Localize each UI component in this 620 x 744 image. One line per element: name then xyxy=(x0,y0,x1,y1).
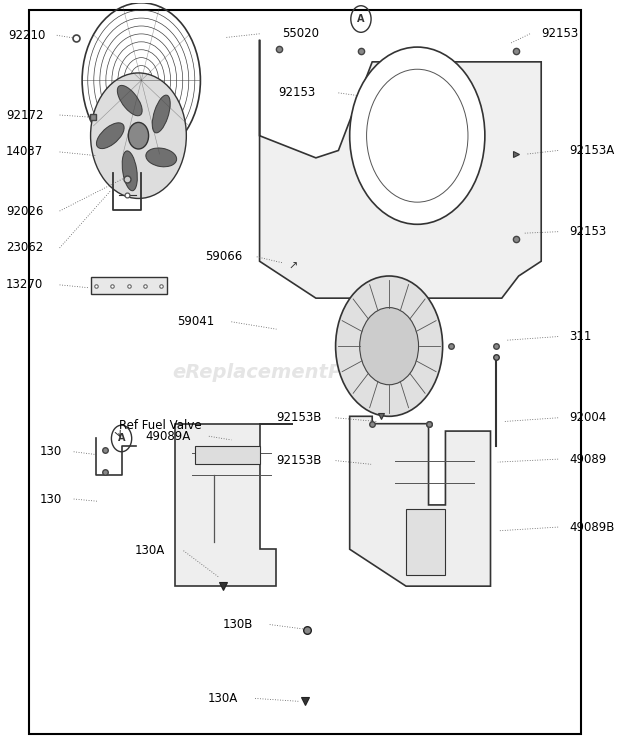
Text: 13270: 13270 xyxy=(6,278,43,292)
Polygon shape xyxy=(175,423,293,586)
Text: 92026: 92026 xyxy=(6,205,43,217)
Text: A: A xyxy=(118,434,125,443)
Polygon shape xyxy=(260,39,541,298)
Circle shape xyxy=(91,73,187,199)
Text: 49089: 49089 xyxy=(569,452,606,466)
Text: eReplacementParts.com: eReplacementParts.com xyxy=(172,362,437,382)
Text: 49089B: 49089B xyxy=(569,521,615,533)
Ellipse shape xyxy=(153,95,171,133)
Text: Ref Fuel Valve: Ref Fuel Valve xyxy=(119,419,202,432)
Text: 23062: 23062 xyxy=(6,242,43,254)
Circle shape xyxy=(128,123,149,149)
Text: ↗: ↗ xyxy=(289,261,298,272)
Text: 311: 311 xyxy=(569,330,591,343)
Circle shape xyxy=(360,307,418,385)
Circle shape xyxy=(350,47,485,224)
Text: 130B: 130B xyxy=(223,618,253,631)
Text: 14037: 14037 xyxy=(6,145,43,158)
Text: 49089A: 49089A xyxy=(146,430,191,443)
Ellipse shape xyxy=(117,86,142,116)
Text: 130A: 130A xyxy=(208,692,238,705)
Text: 92153: 92153 xyxy=(569,225,606,238)
Text: 92172: 92172 xyxy=(6,109,43,121)
Ellipse shape xyxy=(97,123,124,149)
FancyBboxPatch shape xyxy=(195,446,260,464)
Text: 92153B: 92153B xyxy=(276,454,322,467)
Text: 59066: 59066 xyxy=(205,250,242,263)
FancyBboxPatch shape xyxy=(91,278,167,294)
Circle shape xyxy=(335,276,443,417)
Text: 92153: 92153 xyxy=(541,28,578,40)
Text: 130: 130 xyxy=(40,445,63,458)
FancyBboxPatch shape xyxy=(406,509,445,575)
Text: 92153B: 92153B xyxy=(276,411,322,424)
Text: 130A: 130A xyxy=(135,544,165,557)
Text: 130: 130 xyxy=(40,493,63,505)
Text: 92004: 92004 xyxy=(569,411,606,424)
Text: 92153A: 92153A xyxy=(569,144,614,157)
Text: 59041: 59041 xyxy=(177,315,215,328)
Text: 92153: 92153 xyxy=(278,86,316,100)
Ellipse shape xyxy=(122,151,138,190)
Polygon shape xyxy=(350,417,490,586)
Text: 55020: 55020 xyxy=(282,28,319,40)
Text: 92210: 92210 xyxy=(8,29,45,42)
Ellipse shape xyxy=(146,148,177,167)
Text: A: A xyxy=(357,14,365,24)
